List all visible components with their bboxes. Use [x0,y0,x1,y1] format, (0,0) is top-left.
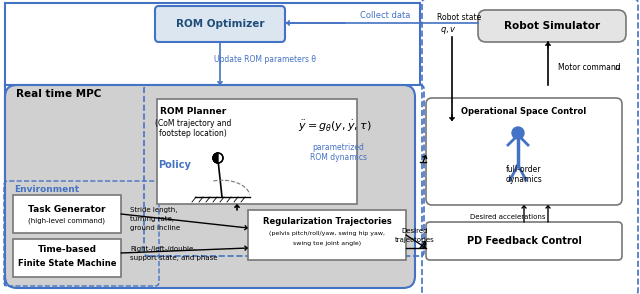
Text: $q, v$: $q, v$ [440,24,457,36]
Text: Finite State Machine: Finite State Machine [18,258,116,268]
FancyBboxPatch shape [426,222,622,260]
Bar [157,99,357,204]
Text: parametrized: parametrized [312,143,364,153]
Text: Robot state: Robot state [437,13,481,21]
Text: Task Generator: Task Generator [28,205,106,213]
Text: full-order: full-order [506,166,541,175]
Text: Robot Simulator: Robot Simulator [504,21,600,31]
Text: ROM Planner: ROM Planner [160,108,226,116]
Text: ROM dynamics: ROM dynamics [310,153,367,161]
Text: ground incline: ground incline [130,225,180,231]
FancyBboxPatch shape [478,10,626,42]
FancyBboxPatch shape [426,98,622,205]
Bar [13,195,121,233]
Wedge shape [213,153,218,163]
Text: (CoM trajectory and: (CoM trajectory and [155,118,231,128]
Text: Right-/left-/double-: Right-/left-/double- [130,246,196,252]
Text: support state, and phase: support state, and phase [130,255,218,261]
Text: PD Feedback Control: PD Feedback Control [467,236,581,246]
Text: Desired accelerations: Desired accelerations [470,214,546,220]
Circle shape [512,127,524,139]
Bar [13,239,121,277]
Bar [248,210,406,260]
Text: (high-level command): (high-level command) [29,218,106,224]
Text: swing toe joint angle): swing toe joint angle) [293,241,361,246]
Text: Motor command: Motor command [558,63,621,71]
Text: Update ROM parameters θ: Update ROM parameters θ [214,56,316,64]
Text: Collect data: Collect data [360,11,410,19]
Text: $\ddot{y} = g_\theta(y, \dot{y}, \tau)$: $\ddot{y} = g_\theta(y, \dot{y}, \tau)$ [298,118,372,134]
Text: Regularization Trajectories: Regularization Trajectories [262,218,392,226]
Text: footstep location): footstep location) [159,128,227,138]
Text: Stride length,: Stride length, [130,207,177,213]
FancyBboxPatch shape [155,6,285,42]
Text: (pelvis pitch/roll/yaw, swing hip yaw,: (pelvis pitch/roll/yaw, swing hip yaw, [269,231,385,236]
FancyBboxPatch shape [5,85,415,288]
Circle shape [213,153,223,163]
Text: Environment: Environment [14,185,79,193]
Text: trajectories: trajectories [395,237,435,243]
Text: Policy: Policy [158,160,191,170]
Text: Operational Space Control: Operational Space Control [461,106,587,116]
Text: $u$: $u$ [614,63,621,71]
Text: Time-based: Time-based [38,245,97,255]
Text: Desired: Desired [402,228,428,234]
Text: dynamics: dynamics [506,176,542,185]
Text: Real time MPC: Real time MPC [16,89,101,99]
Text: ROM Optimizer: ROM Optimizer [176,19,264,29]
Text: turning rate,: turning rate, [130,216,174,222]
